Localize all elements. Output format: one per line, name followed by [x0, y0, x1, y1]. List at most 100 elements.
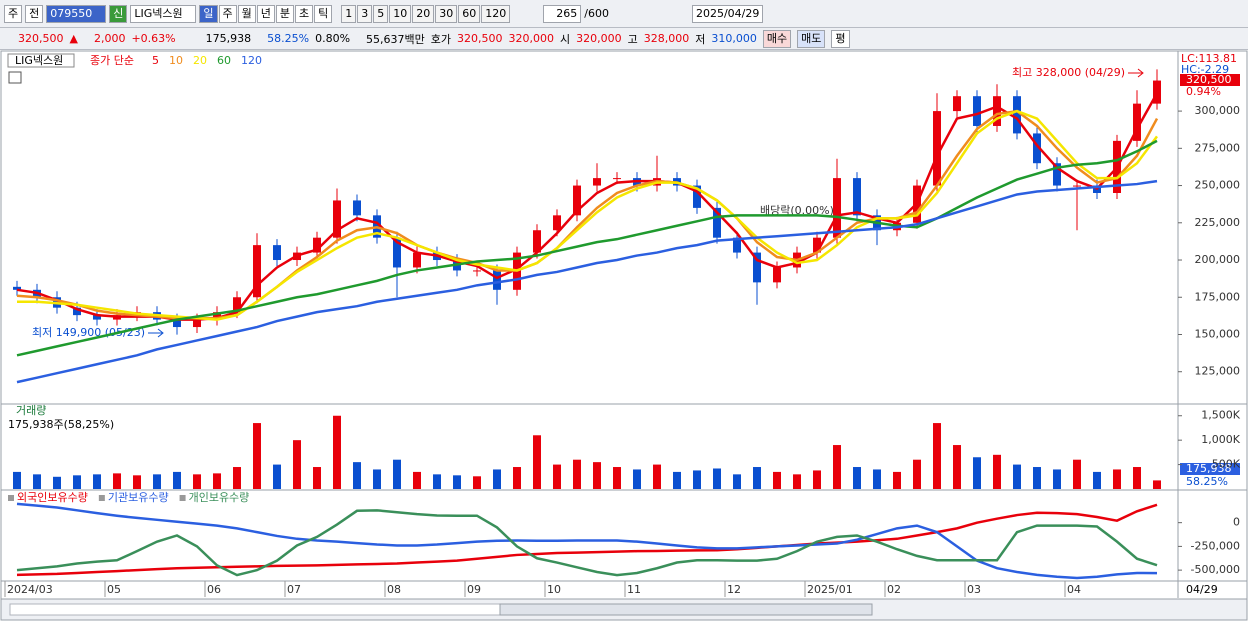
- legend-swatch: [179, 495, 186, 501]
- legend-entry: 개인보유수량: [189, 491, 250, 504]
- legend-swatch: [8, 495, 14, 501]
- low: 310,000: [711, 32, 757, 45]
- y-tick-label: -250,000: [1191, 539, 1240, 552]
- interval-button[interactable]: 틱: [314, 4, 333, 23]
- table-icon[interactable]: [8, 71, 22, 84]
- credit-badge[interactable]: 신: [109, 4, 128, 23]
- volume-bar: [633, 469, 641, 489]
- low-annotation: 최저 149,900 (05/23): [32, 326, 145, 339]
- volume-bar: [13, 471, 21, 489]
- candle-body: [1153, 80, 1161, 104]
- volume-bar: [653, 464, 661, 489]
- candle-body: [753, 252, 761, 283]
- candle-body: [933, 111, 941, 186]
- volume-bar: [293, 440, 301, 489]
- minute-button[interactable]: 20: [412, 4, 435, 23]
- code-input[interactable]: 079550: [46, 4, 107, 23]
- x-tick-label: 08: [387, 583, 401, 596]
- candle-body: [833, 178, 841, 238]
- candle-body: [973, 96, 981, 126]
- candle-body: [573, 185, 581, 216]
- current-volume-box: [1180, 463, 1240, 475]
- minute-button[interactable]: 5: [373, 4, 389, 23]
- date-input[interactable]: 2025/04/29: [691, 4, 764, 23]
- volume-bar: [893, 471, 901, 489]
- volume-bar: [333, 415, 341, 489]
- bid-label: 호가: [430, 32, 452, 46]
- volume-bar: [1133, 467, 1141, 489]
- volume-bar: [1073, 459, 1081, 489]
- price: 320,500: [18, 32, 64, 45]
- period-button[interactable]: 주: [4, 4, 23, 23]
- candle-body: [613, 178, 621, 180]
- volume-ratio: 58.25%: [267, 32, 310, 45]
- eval-button[interactable]: 평: [831, 29, 850, 48]
- interval-button[interactable]: 초: [295, 4, 314, 23]
- scroll-thumb[interactable]: [499, 603, 873, 616]
- candle-body: [273, 245, 281, 261]
- low-label: 저: [695, 32, 706, 46]
- last-date: 04/29: [1186, 583, 1218, 596]
- quote-bar: 320,500 ▲ 2,000 +0.63% 175,938 58.25% 0.…: [0, 28, 1248, 50]
- x-tick-label: 2024/03: [7, 583, 53, 596]
- y-tick-label: 200,000: [1195, 253, 1241, 266]
- bid: 320,000: [508, 32, 555, 45]
- current-volume-pct: 58.25%: [1186, 475, 1228, 488]
- minute-button[interactable]: 1: [341, 4, 357, 23]
- minute-button[interactable]: 60: [458, 4, 481, 23]
- all-button[interactable]: 전: [25, 4, 44, 23]
- stock-label-box: [7, 53, 75, 68]
- count-input[interactable]: 265: [543, 4, 582, 23]
- current-pct: 0.94%: [1186, 85, 1221, 98]
- candle-body: [553, 215, 561, 231]
- candle-body: [333, 200, 341, 238]
- volume-bar: [453, 475, 461, 489]
- interval-button[interactable]: 년: [256, 4, 275, 23]
- minute-button[interactable]: 3: [357, 4, 373, 23]
- candle-body: [993, 96, 1001, 126]
- legend-entry: 120: [241, 54, 262, 67]
- volume: 175,938: [205, 32, 252, 45]
- volume-title: 거래량: [16, 404, 46, 417]
- legend-entry: 10: [169, 54, 183, 67]
- change: 2,000: [93, 32, 126, 45]
- candle-body: [233, 297, 241, 313]
- volume-bar: [773, 471, 781, 489]
- line: [16, 503, 1158, 577]
- x-tick-label: 12: [727, 583, 741, 596]
- volume-bar: [1113, 469, 1121, 489]
- buy-button[interactable]: 매수: [762, 29, 792, 48]
- volume-bar: [553, 464, 561, 489]
- volume-bar: [713, 468, 721, 489]
- y-tick-label: 175,000: [1195, 290, 1241, 303]
- minute-button[interactable]: 30: [435, 4, 458, 23]
- volume-bar: [213, 473, 221, 489]
- dividend-annotation: 배당락(0.00%): [760, 204, 834, 217]
- volume-bar: [253, 423, 261, 489]
- interval-button[interactable]: 월: [237, 4, 256, 23]
- interval-button[interactable]: 분: [275, 4, 294, 23]
- lc-label: LC:113.81: [1181, 52, 1237, 65]
- chart-frame: [0, 50, 1248, 600]
- minute-button[interactable]: 10: [389, 4, 412, 23]
- volume-subtitle: 175,938주(58,25%): [8, 418, 114, 431]
- minute-button[interactable]: 120: [481, 4, 511, 23]
- candle-body: [733, 237, 741, 253]
- high-arrow: [1128, 68, 1144, 78]
- volume-bar: [593, 462, 601, 489]
- x-tick-label: 03: [967, 583, 981, 596]
- volume-bar: [693, 470, 701, 489]
- volume-bar: [753, 467, 761, 489]
- candle-body: [1013, 96, 1021, 134]
- current-volume: 175,938: [1186, 462, 1232, 475]
- y-tick-label: 1,500K: [1201, 409, 1240, 422]
- volume-bar: [113, 473, 121, 489]
- volume-bar: [353, 462, 361, 489]
- interval-button[interactable]: 일: [199, 4, 218, 23]
- stock-name: LIG넥스원: [130, 4, 197, 23]
- x-tick-label: 11: [627, 583, 641, 596]
- sell-button[interactable]: 매도: [797, 29, 826, 48]
- line: [16, 139, 1158, 357]
- interval-button[interactable]: 주: [218, 4, 237, 23]
